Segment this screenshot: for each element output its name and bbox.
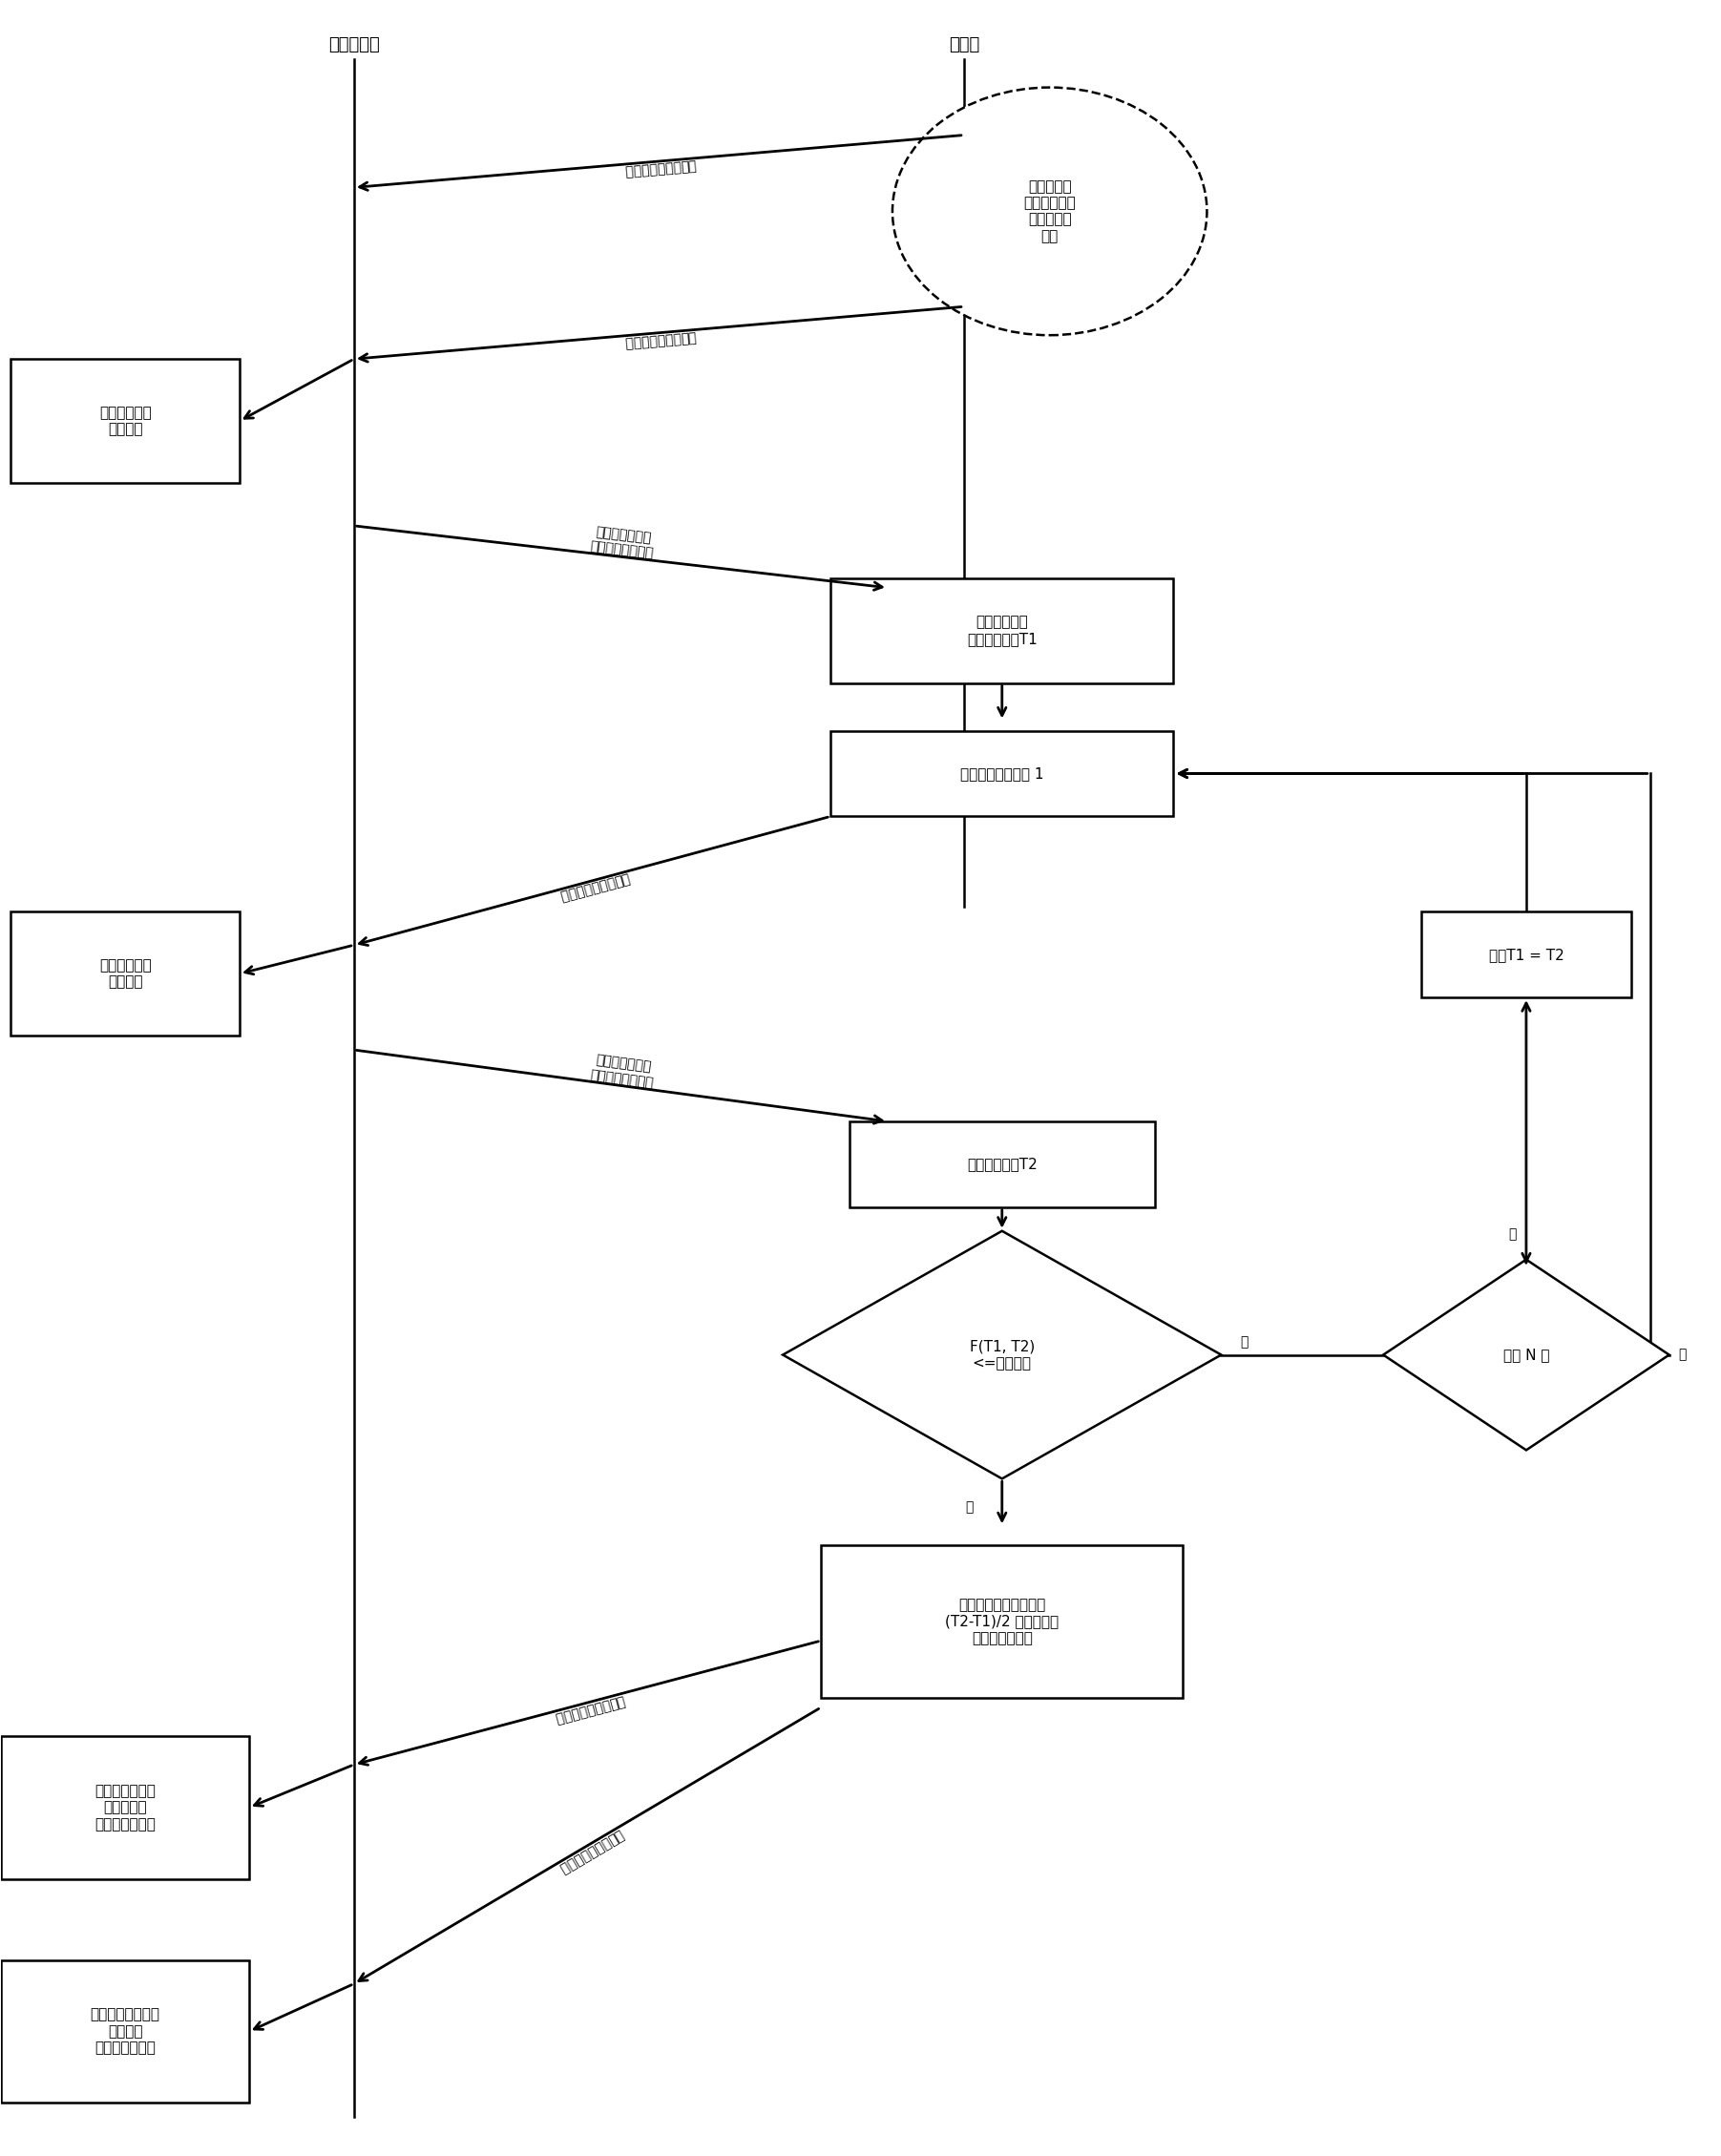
FancyBboxPatch shape bbox=[10, 912, 239, 1035]
Text: 否: 否 bbox=[1241, 1337, 1248, 1350]
Text: 发送请求次数增加 1: 发送请求次数增加 1 bbox=[960, 765, 1045, 780]
Text: 发时间校准成功消息: 发时间校准成功消息 bbox=[552, 1692, 626, 1725]
FancyBboxPatch shape bbox=[850, 1121, 1155, 1207]
FancyBboxPatch shape bbox=[831, 578, 1174, 683]
Polygon shape bbox=[783, 1231, 1222, 1479]
Text: 发时间回应消息
携带主板系统时间: 发时间回应消息 携带主板系统时间 bbox=[589, 1052, 656, 1091]
Text: 否: 否 bbox=[1678, 1348, 1687, 1360]
Text: 发时间校准请求消息: 发时间校准请求消息 bbox=[558, 871, 630, 903]
Ellipse shape bbox=[893, 88, 1206, 334]
Text: 收到备板时间校准
失败消息
不能进行热备份: 收到备板时间校准 失败消息 不能进行热备份 bbox=[91, 2007, 160, 2055]
Text: 纪录当前时间T2: 纪录当前时间T2 bbox=[967, 1158, 1038, 1171]
Text: 时间服务器: 时间服务器 bbox=[329, 37, 380, 54]
FancyBboxPatch shape bbox=[831, 731, 1174, 817]
Text: 是: 是 bbox=[965, 1501, 974, 1514]
Text: 发时间回应消息
携带主板系统时间: 发时间回应消息 携带主板系统时间 bbox=[589, 524, 656, 561]
Text: 启动周期循
环定时器，一
直发送请求
消息: 启动周期循 环定时器，一 直发送请求 消息 bbox=[1024, 179, 1076, 244]
Text: 是: 是 bbox=[1509, 1227, 1516, 1240]
Text: 收到备板时间
校准请求: 收到备板时间 校准请求 bbox=[100, 957, 151, 990]
Text: 超过 N 次: 超过 N 次 bbox=[1502, 1348, 1549, 1363]
Text: 发时间校准请求消息: 发时间校准请求消息 bbox=[623, 330, 695, 349]
Text: 收到备板时间校
准成功消息
可以进行热备份: 收到备板时间校 准成功消息 可以进行热备份 bbox=[95, 1783, 155, 1830]
Text: 使用主板系统时间加上
(T2-T1)/2 时间补偿设
置备板系统时间: 使用主板系统时间加上 (T2-T1)/2 时间补偿设 置备板系统时间 bbox=[945, 1598, 1058, 1645]
Text: 停止定时器，
纪录当前时间T1: 停止定时器， 纪录当前时间T1 bbox=[967, 614, 1038, 647]
Text: F(T1, T2)
<=允许误差: F(T1, T2) <=允许误差 bbox=[969, 1339, 1034, 1371]
Text: 发时间校准请求消息: 发时间校准请求消息 bbox=[623, 157, 695, 177]
Text: 发时间校准失败消息: 发时间校准失败消息 bbox=[556, 1828, 625, 1876]
Text: 修改T1 = T2: 修改T1 = T2 bbox=[1489, 946, 1564, 962]
FancyBboxPatch shape bbox=[10, 360, 239, 483]
FancyBboxPatch shape bbox=[2, 1960, 250, 2102]
Polygon shape bbox=[1384, 1259, 1669, 1451]
Text: 收到备板时间
校准请求: 收到备板时间 校准请求 bbox=[100, 405, 151, 436]
FancyBboxPatch shape bbox=[2, 1736, 250, 1878]
FancyBboxPatch shape bbox=[821, 1546, 1182, 1699]
Text: 客户机: 客户机 bbox=[948, 37, 979, 54]
FancyBboxPatch shape bbox=[1422, 912, 1632, 998]
